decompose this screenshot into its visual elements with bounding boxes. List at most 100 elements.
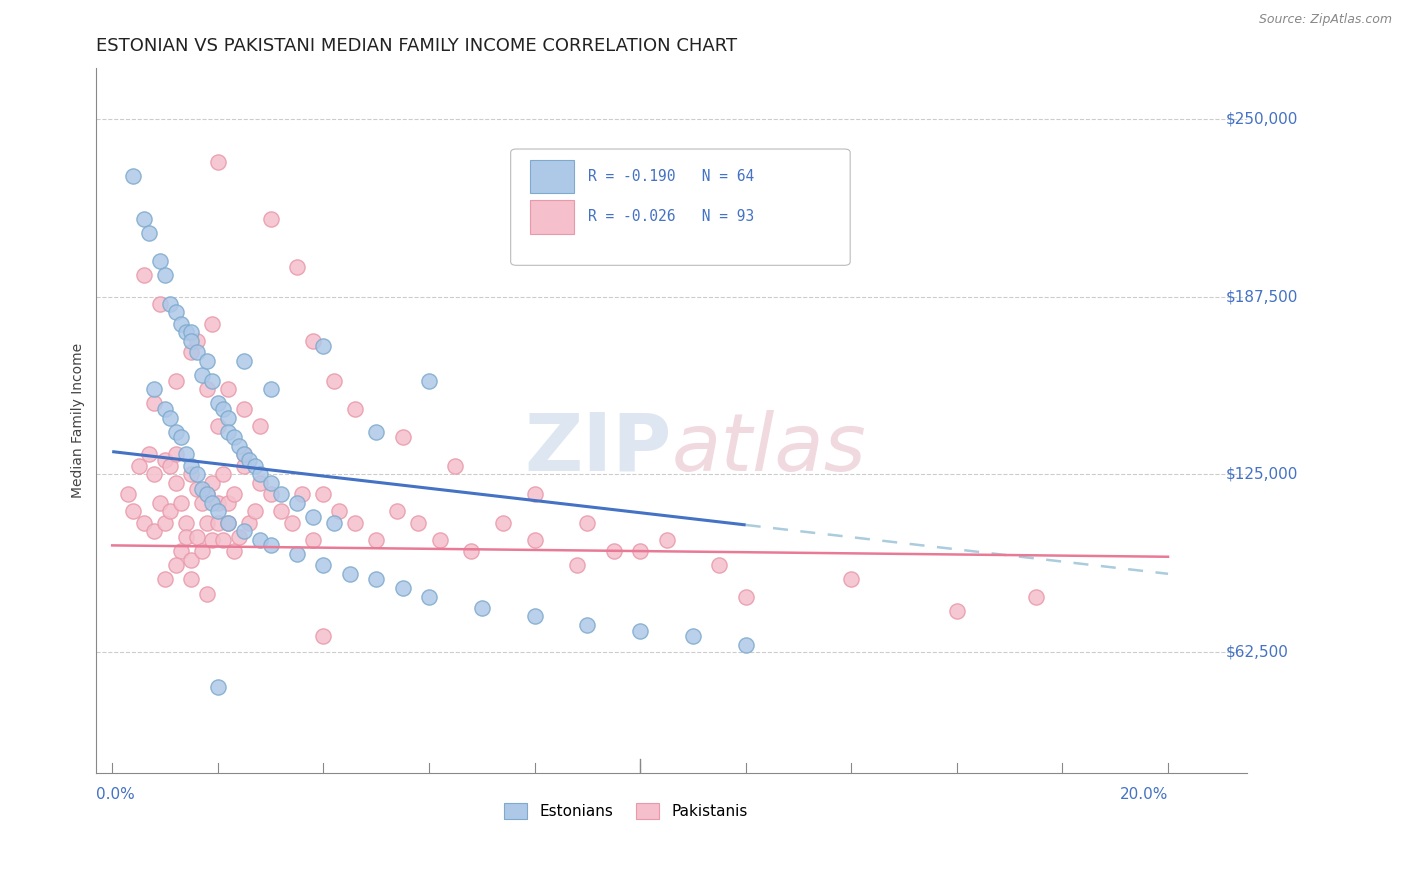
Point [117,487,139,501]
Point [153,453,176,467]
Point [222,544,245,558]
Point [628,544,651,558]
Point [233,353,256,368]
Point [149,297,172,311]
Point [576,618,599,632]
Point [233,447,256,461]
Text: $62,500: $62,500 [1226,644,1289,659]
Point [328,504,350,518]
Point [153,516,176,530]
Point [460,544,482,558]
Point [207,419,229,434]
Point [946,604,969,618]
Point [165,374,187,388]
Point [655,533,678,547]
Point [301,510,323,524]
Point [186,467,208,482]
Legend: Estonians, Pakistanis: Estonians, Pakistanis [498,797,754,825]
Point [259,487,281,501]
Point [149,254,172,268]
FancyBboxPatch shape [510,149,851,265]
Bar [530,200,574,234]
Point [249,475,271,490]
Point [217,425,239,439]
Point [366,573,388,587]
Point [201,317,224,331]
Point [444,458,467,473]
Point [180,467,202,482]
Point [228,439,250,453]
Bar [530,160,574,194]
Point [366,425,388,439]
Point [222,487,245,501]
Point [734,638,756,652]
Point [734,590,756,604]
Point [143,382,166,396]
Point [233,458,256,473]
Point [391,430,413,444]
Point [344,516,367,530]
Point [207,681,229,695]
Point [259,538,281,552]
Point [138,226,160,240]
Point [243,504,266,518]
Point [170,430,193,444]
Point [565,558,588,573]
Point [243,458,266,473]
Point [186,334,208,348]
Point [212,402,235,417]
Point [201,475,224,490]
Point [709,558,731,573]
Point [186,345,208,359]
Point [170,496,193,510]
Point [159,504,181,518]
Point [128,458,150,473]
Text: ESTONIAN VS PAKISTANI MEDIAN FAMILY INCOME CORRELATION CHART: ESTONIAN VS PAKISTANI MEDIAN FAMILY INCO… [97,37,738,55]
Point [122,169,145,183]
Point [217,516,239,530]
Point [344,402,367,417]
Point [153,268,176,283]
Point [217,382,239,396]
Point [387,504,409,518]
Point [233,447,256,461]
Point [285,547,308,561]
Point [270,487,292,501]
Point [191,544,214,558]
Point [322,516,344,530]
Point [233,524,256,538]
Point [174,530,197,544]
Point [180,458,202,473]
Point [233,402,256,417]
Point [174,516,197,530]
Point [270,504,292,518]
Point [217,410,239,425]
Point [165,558,187,573]
Point [212,533,235,547]
Point [207,516,229,530]
Point [217,496,239,510]
Point [180,573,202,587]
Point [249,419,271,434]
Point [301,533,323,547]
Point [259,382,281,396]
Point [312,558,335,573]
Text: $125,000: $125,000 [1226,467,1299,482]
Point [301,334,323,348]
Point [180,325,202,339]
Point [153,402,176,417]
Point [191,368,214,382]
Point [217,516,239,530]
Point [165,305,187,319]
Point [195,382,218,396]
Text: 0.0%: 0.0% [97,787,135,802]
Point [201,496,224,510]
Point [186,482,208,496]
Point [408,516,430,530]
Point [259,475,281,490]
Point [682,629,704,643]
Point [180,552,202,566]
Point [280,516,302,530]
Point [839,573,862,587]
Point [285,260,308,274]
